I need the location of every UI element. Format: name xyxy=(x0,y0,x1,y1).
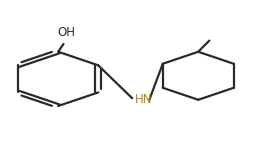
Text: HN: HN xyxy=(135,93,152,106)
Text: OH: OH xyxy=(57,26,75,39)
